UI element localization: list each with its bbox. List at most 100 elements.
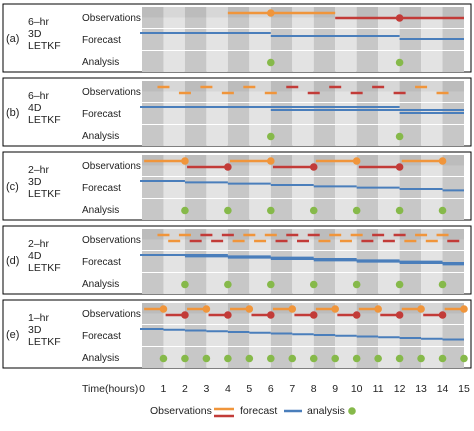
row-band bbox=[206, 29, 228, 50]
row-band bbox=[378, 199, 400, 220]
legend-observations: Observations bbox=[150, 405, 212, 417]
row-band bbox=[378, 347, 400, 368]
row-band bbox=[442, 251, 464, 272]
analysis-dot bbox=[224, 354, 232, 363]
row-band bbox=[399, 177, 422, 198]
row-band bbox=[335, 199, 357, 220]
scheme-label: 4D bbox=[28, 102, 42, 114]
analysis-dot bbox=[331, 354, 340, 363]
row-band bbox=[206, 325, 228, 346]
row-band bbox=[206, 7, 228, 28]
observation-dot bbox=[267, 157, 275, 165]
tick-label: 11 bbox=[373, 383, 384, 395]
row-band bbox=[335, 29, 357, 50]
row-band bbox=[442, 155, 464, 176]
row-band bbox=[335, 303, 357, 324]
analysis-dot bbox=[159, 354, 168, 363]
panel-tag: (d) bbox=[6, 255, 19, 267]
row-band bbox=[378, 125, 400, 146]
row-band bbox=[142, 199, 164, 220]
axis-label: Time(hours) bbox=[82, 383, 138, 395]
row-band bbox=[313, 273, 336, 294]
row-band bbox=[270, 325, 293, 346]
observations-row bbox=[227, 9, 464, 22]
tick-label: 15 bbox=[458, 383, 470, 395]
obs-band-shade bbox=[142, 81, 464, 92]
row-label-2: Analysis bbox=[82, 131, 119, 142]
tick-label: 12 bbox=[394, 383, 406, 395]
tick-label: 13 bbox=[415, 383, 427, 395]
row-band bbox=[335, 347, 357, 368]
row-band bbox=[184, 125, 207, 146]
analysis-dot bbox=[374, 354, 382, 363]
row-band bbox=[421, 303, 443, 324]
row-band bbox=[249, 177, 271, 198]
observation-dot bbox=[331, 305, 340, 313]
observation-dot bbox=[438, 311, 447, 319]
analysis-dot bbox=[309, 354, 318, 363]
row-band bbox=[184, 155, 207, 176]
row-band bbox=[249, 51, 271, 72]
analysis-dot bbox=[309, 280, 318, 289]
row-band bbox=[399, 347, 422, 368]
row-band bbox=[292, 199, 314, 220]
row-band bbox=[163, 125, 185, 146]
row-band bbox=[249, 251, 271, 272]
observation-dot bbox=[309, 163, 318, 171]
row-band bbox=[442, 347, 464, 368]
row-band bbox=[313, 177, 336, 198]
row-band bbox=[163, 199, 185, 220]
row-band bbox=[184, 7, 207, 28]
row-label-0: Observations bbox=[82, 161, 141, 172]
row-band bbox=[442, 273, 464, 294]
row-label-2: Analysis bbox=[82, 353, 119, 364]
row-band bbox=[184, 273, 207, 294]
scheme-label: 3D bbox=[28, 176, 42, 188]
row-band bbox=[292, 29, 314, 50]
row-band bbox=[270, 177, 293, 198]
row-band bbox=[142, 51, 164, 72]
analysis-row bbox=[267, 58, 404, 67]
observation-dot bbox=[267, 9, 275, 17]
row-band bbox=[163, 29, 185, 50]
obs-band-shade bbox=[142, 155, 464, 166]
row-band bbox=[421, 125, 443, 146]
row-band bbox=[249, 325, 271, 346]
row-label-2: Analysis bbox=[82, 279, 119, 290]
row-band bbox=[335, 51, 357, 72]
panel-tag: (a) bbox=[6, 33, 19, 45]
analysis-dot bbox=[181, 280, 189, 289]
tick-label: 5 bbox=[246, 383, 252, 395]
row-band bbox=[270, 29, 293, 50]
scheme-label: LETKF bbox=[28, 188, 61, 200]
row-band bbox=[356, 51, 379, 72]
analysis-dot bbox=[395, 206, 404, 215]
forecast-row bbox=[140, 106, 464, 114]
row-label-0: Observations bbox=[82, 13, 141, 24]
tick-label: 4 bbox=[225, 383, 231, 395]
tick-label: 0 bbox=[139, 383, 145, 395]
analysis-dot bbox=[267, 206, 275, 215]
row-band bbox=[270, 251, 293, 272]
analysis-dot bbox=[438, 354, 447, 363]
row-band bbox=[163, 7, 185, 28]
row-band bbox=[292, 347, 314, 368]
observation-dot bbox=[438, 157, 447, 165]
legend-analysis: analysis bbox=[307, 405, 345, 417]
row-band bbox=[142, 251, 164, 272]
row-band bbox=[184, 325, 207, 346]
row-band bbox=[142, 177, 164, 198]
row-band bbox=[356, 103, 379, 124]
forecast-row bbox=[140, 180, 464, 192]
analysis-dot bbox=[181, 354, 189, 363]
row-band bbox=[335, 273, 357, 294]
row-band bbox=[270, 125, 293, 146]
row-band bbox=[249, 199, 271, 220]
row-band bbox=[206, 303, 228, 324]
row-band bbox=[335, 251, 357, 272]
panel-tag: (c) bbox=[6, 181, 19, 193]
row-band bbox=[313, 125, 336, 146]
observation-dot bbox=[352, 157, 361, 165]
analysis-row bbox=[181, 280, 447, 289]
observation-dot bbox=[395, 311, 404, 319]
